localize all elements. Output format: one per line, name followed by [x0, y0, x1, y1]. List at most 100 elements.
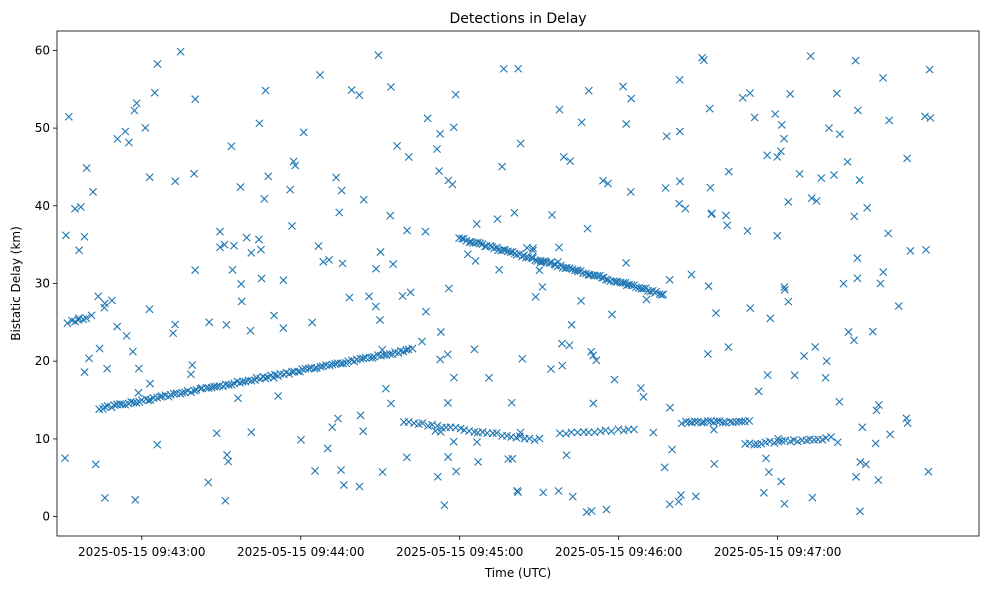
- data-point-clutter: [371, 302, 380, 311]
- data-point-clutter: [844, 328, 853, 337]
- data-point-clutter: [568, 492, 577, 501]
- x-tick-label: 2025-05-15 09:46:00: [555, 545, 682, 559]
- data-point-clutter: [902, 414, 911, 423]
- data-point-clutter: [406, 288, 415, 297]
- data-point-clutter: [771, 110, 780, 119]
- data-point-clutter: [107, 296, 116, 305]
- data-point-track_descending: [652, 287, 661, 296]
- data-point-clutter: [587, 347, 596, 356]
- data-point-clutter: [885, 116, 894, 125]
- data-point-clutter: [359, 195, 368, 204]
- data-point-clutter: [473, 438, 481, 447]
- data-point-clutter: [316, 70, 325, 79]
- data-point-clutter: [191, 95, 200, 104]
- data-point-clutter: [852, 472, 861, 481]
- data-point-clutter: [522, 243, 531, 252]
- data-point-clutter: [499, 64, 508, 73]
- data-point-clutter: [850, 212, 859, 221]
- data-point-track_rising: [236, 378, 245, 387]
- data-point-clutter: [150, 88, 159, 97]
- data-point-track_descending: [476, 239, 485, 248]
- data-point-clutter: [784, 297, 793, 306]
- x-axis-label: Time (UTC): [484, 566, 551, 580]
- data-point-clutter: [237, 297, 246, 306]
- data-point-clutter: [851, 56, 860, 65]
- data-point-clutter: [204, 478, 213, 487]
- data-point-clutter: [876, 279, 885, 288]
- data-point-clutter: [404, 153, 413, 161]
- data-point-clutter: [122, 331, 131, 340]
- data-point-track_descending: [627, 281, 636, 290]
- data-point-clutter: [777, 477, 786, 486]
- data-point-clutter: [222, 320, 231, 329]
- data-point-clutter: [514, 64, 523, 73]
- data-point-clutter: [443, 350, 452, 359]
- data-point-track_descending: [474, 238, 483, 247]
- data-point-clutter: [85, 354, 94, 363]
- data-point-track_flat_2: [562, 429, 571, 438]
- data-point-clutter: [153, 440, 162, 449]
- data-point-track_rising: [178, 388, 187, 397]
- data-point-clutter: [223, 450, 232, 459]
- data-point-clutter: [153, 59, 162, 68]
- data-point-clutter: [186, 370, 195, 379]
- data-point-track_flat_2: [624, 425, 633, 434]
- data-point-clutter: [215, 227, 224, 236]
- y-tick-label: 10: [35, 432, 50, 446]
- data-point-clutter: [903, 154, 912, 163]
- data-point-clutter: [780, 285, 789, 294]
- data-point-track_flat_4: [778, 436, 787, 445]
- data-point-clutter: [319, 257, 328, 266]
- data-point-clutter: [436, 355, 445, 364]
- data-point-clutter: [471, 256, 480, 265]
- data-point-clutter: [583, 224, 592, 233]
- data-point-clutter: [675, 127, 684, 136]
- data-point-clutter: [75, 246, 84, 255]
- data-point-clutter: [103, 364, 112, 373]
- data-point-clutter: [130, 106, 139, 115]
- data-point-clutter: [504, 455, 513, 464]
- data-point-clutter: [402, 453, 411, 462]
- data-point-clutter: [513, 486, 522, 495]
- data-point-clutter: [817, 174, 826, 183]
- data-point-clutter: [381, 384, 390, 393]
- data-point-track_flat_2: [607, 427, 616, 436]
- data-point-clutter: [853, 254, 862, 263]
- x-tick-label: 2025-05-15 09:44:00: [237, 545, 364, 559]
- data-point-clutter: [835, 397, 844, 406]
- data-point-track_flat_2: [573, 428, 582, 437]
- data-point-track_rising: [310, 364, 319, 373]
- data-point-clutter: [224, 457, 233, 466]
- data-point-clutter: [254, 235, 263, 244]
- data-point-track_descending: [499, 245, 508, 254]
- data-point-track_rising: [238, 377, 247, 386]
- data-point-clutter: [589, 399, 598, 408]
- data-point-track_flat_3: [718, 418, 727, 427]
- data-point-clutter: [746, 304, 755, 313]
- data-point-clutter: [347, 86, 356, 95]
- data-point-clutter: [584, 86, 593, 95]
- data-point-clutter: [776, 147, 785, 156]
- data-point-clutter: [861, 460, 870, 469]
- data-point-clutter: [780, 134, 789, 143]
- data-point-clutter: [169, 329, 178, 338]
- data-point-clutter: [565, 341, 574, 350]
- data-point-track_flat_3: [737, 417, 746, 426]
- data-point-clutter: [777, 120, 786, 129]
- data-point-clutter: [87, 311, 96, 320]
- data-point-clutter: [872, 406, 881, 415]
- data-point-clutter: [386, 82, 395, 91]
- data-point-clutter: [191, 266, 200, 275]
- data-point-clutter: [444, 452, 453, 461]
- data-point-clutter: [518, 354, 527, 363]
- data-point-clutter: [452, 467, 461, 476]
- data-point-clutter: [786, 89, 795, 98]
- data-point-track_descending: [489, 244, 498, 253]
- data-point-clutter: [774, 434, 783, 443]
- data-point-clutter: [710, 459, 719, 468]
- data-point-clutter: [722, 211, 730, 220]
- y-axis-label: Bistatic Delay (km): [9, 226, 23, 341]
- data-point-track_descending: [457, 234, 466, 243]
- data-point-clutter: [903, 419, 912, 427]
